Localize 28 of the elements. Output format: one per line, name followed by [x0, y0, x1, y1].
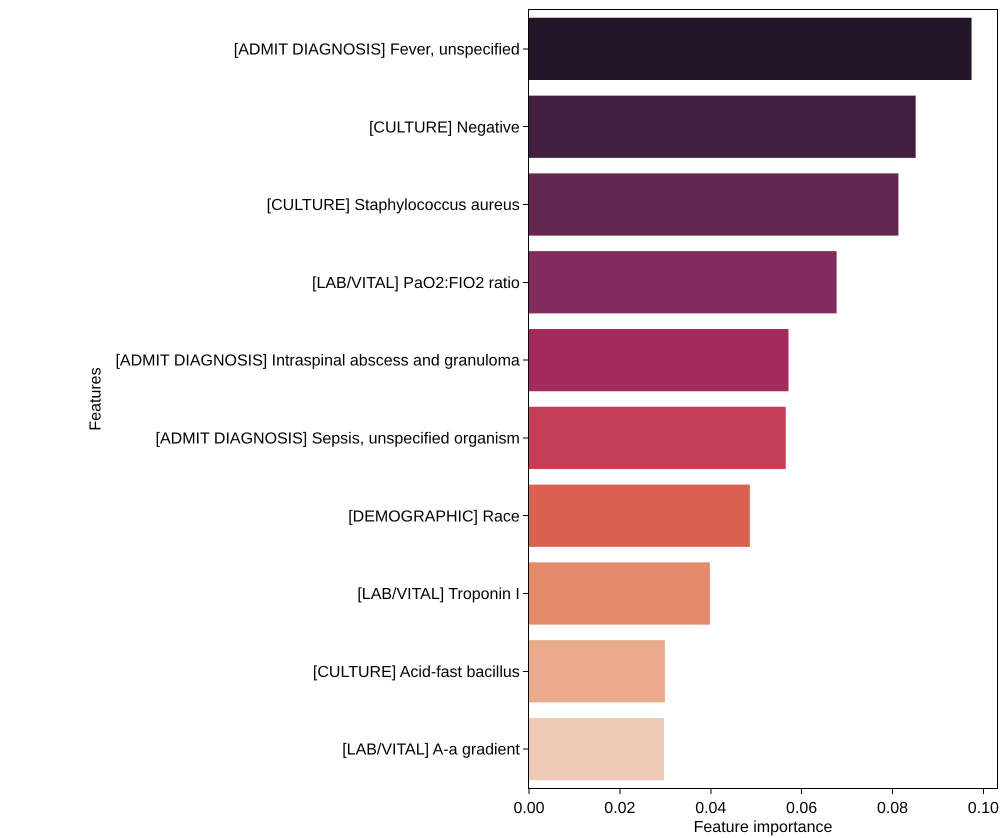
x-tick-label: 0.04: [695, 800, 726, 818]
y-tick-label: [CULTURE] Negative: [368, 119, 520, 136]
y-axis-title: Features: [87, 367, 104, 431]
bar: [529, 18, 972, 80]
x-tick-label: 0.10: [968, 800, 1000, 818]
y-tick-label: [LAB/VITAL] A-a gradient: [342, 742, 520, 759]
y-tick-label: [ADMIT DIAGNOSIS] Intraspinal abscess and granuloma: [115, 352, 520, 370]
x-tick-label: 0.02: [604, 800, 636, 818]
bar: [529, 406, 786, 470]
y-tick-label: [ADMIT DIAGNOSIS] Sepsis, unspecified organism: [156, 430, 520, 448]
bar: [529, 640, 665, 702]
bar: [529, 251, 837, 314]
bar: [529, 328, 788, 392]
x-tick-label: 0.00: [513, 800, 545, 818]
bar: [529, 96, 916, 158]
y-tick-label: [CULTURE] Staphylococcus aureus: [266, 197, 520, 214]
x-axis-title: Feature importance: [694, 818, 832, 836]
bar: [529, 173, 898, 236]
bar: [529, 484, 750, 547]
bar: [529, 718, 664, 780]
y-tick-label: [LAB/VITAL] PaO2:FIO2 ratio: [312, 274, 520, 292]
y-tick-label: [LAB/VITAL] Troponin I: [357, 586, 520, 604]
bar: [529, 562, 710, 625]
y-tick-label: [ADMIT DIAGNOSIS] Fever, unspecified: [234, 42, 520, 58]
y-tick-label: [CULTURE] Acid-fast bacillus: [312, 664, 520, 681]
x-tick-label: 0.06: [786, 800, 818, 818]
y-tick-label: [DEMOGRAPHIC] Race: [348, 508, 520, 526]
x-tick-label: 0.08: [876, 800, 908, 818]
